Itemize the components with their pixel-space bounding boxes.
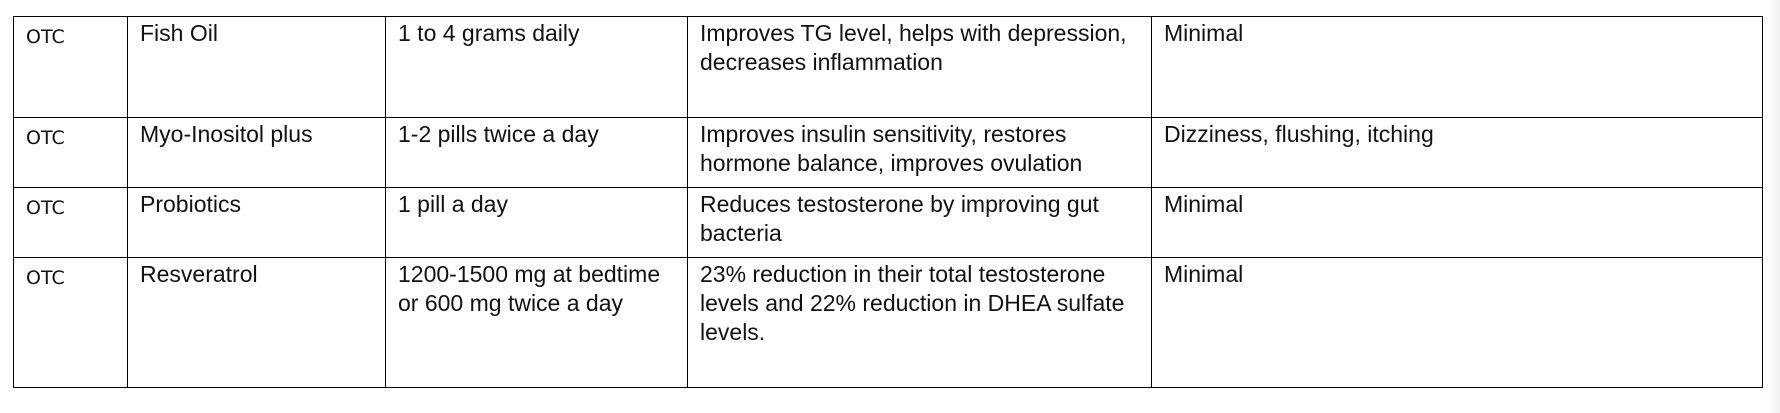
benefits-cell: Improves TG level, helps with depression… (687, 16, 1152, 118)
type-cell: OTC (13, 257, 128, 388)
table-row: OTC Myo-Inositol plus 1-2 pills twice a … (13, 117, 1763, 188)
side-effects-cell: Minimal (1151, 187, 1763, 258)
table-row: OTC Resveratrol 1200-1500 mg at bedtime … (13, 257, 1763, 388)
page-edge-shadow (1766, 0, 1780, 413)
name-cell: Fish Oil (127, 16, 386, 118)
type-cell: OTC (13, 117, 128, 188)
table-row: OTC Probiotics 1 pill a day Reduces test… (13, 187, 1763, 258)
benefits-cell: Improves insulin sensitivity, restores h… (687, 117, 1152, 188)
dosage-cell: 1 pill a day (385, 187, 688, 258)
dosage-cell: 1-2 pills twice a day (385, 117, 688, 188)
name-cell: Probiotics (127, 187, 386, 258)
name-cell: Myo-Inositol plus (127, 117, 386, 188)
dosage-cell: 1200-1500 mg at bedtime or 600 mg twice … (385, 257, 688, 388)
benefits-cell: 23% reduction in their total testosteron… (687, 257, 1152, 388)
side-effects-cell: Dizziness, flushing, itching (1151, 117, 1763, 188)
side-effects-cell: Minimal (1151, 257, 1763, 388)
table-row: OTC Fish Oil 1 to 4 grams daily Improves… (13, 16, 1763, 118)
type-cell: OTC (13, 187, 128, 258)
side-effects-cell: Minimal (1151, 16, 1763, 118)
supplement-table: OTC Fish Oil 1 to 4 grams daily Improves… (13, 16, 1763, 388)
dosage-cell: 1 to 4 grams daily (385, 16, 688, 118)
name-cell: Resveratrol (127, 257, 386, 388)
type-cell: OTC (13, 16, 128, 118)
benefits-cell: Reduces testosterone by improving gut ba… (687, 187, 1152, 258)
